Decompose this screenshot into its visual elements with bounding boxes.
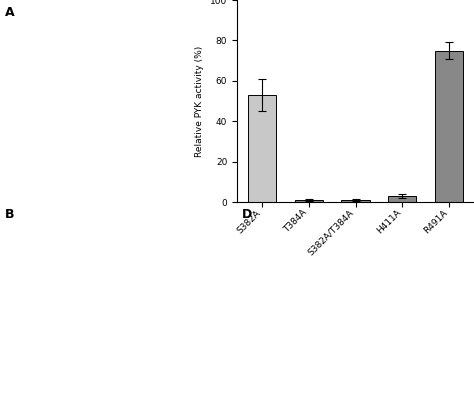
Bar (248, 95, 276, 202)
Bar (388, 196, 416, 202)
Text: A: A (5, 6, 14, 19)
Text: B: B (5, 208, 14, 221)
Text: D: D (242, 208, 252, 221)
Y-axis label: Relative PYK activity (%): Relative PYK activity (%) (195, 45, 204, 157)
Bar (435, 50, 463, 202)
Bar (295, 200, 323, 202)
Bar (341, 200, 370, 202)
